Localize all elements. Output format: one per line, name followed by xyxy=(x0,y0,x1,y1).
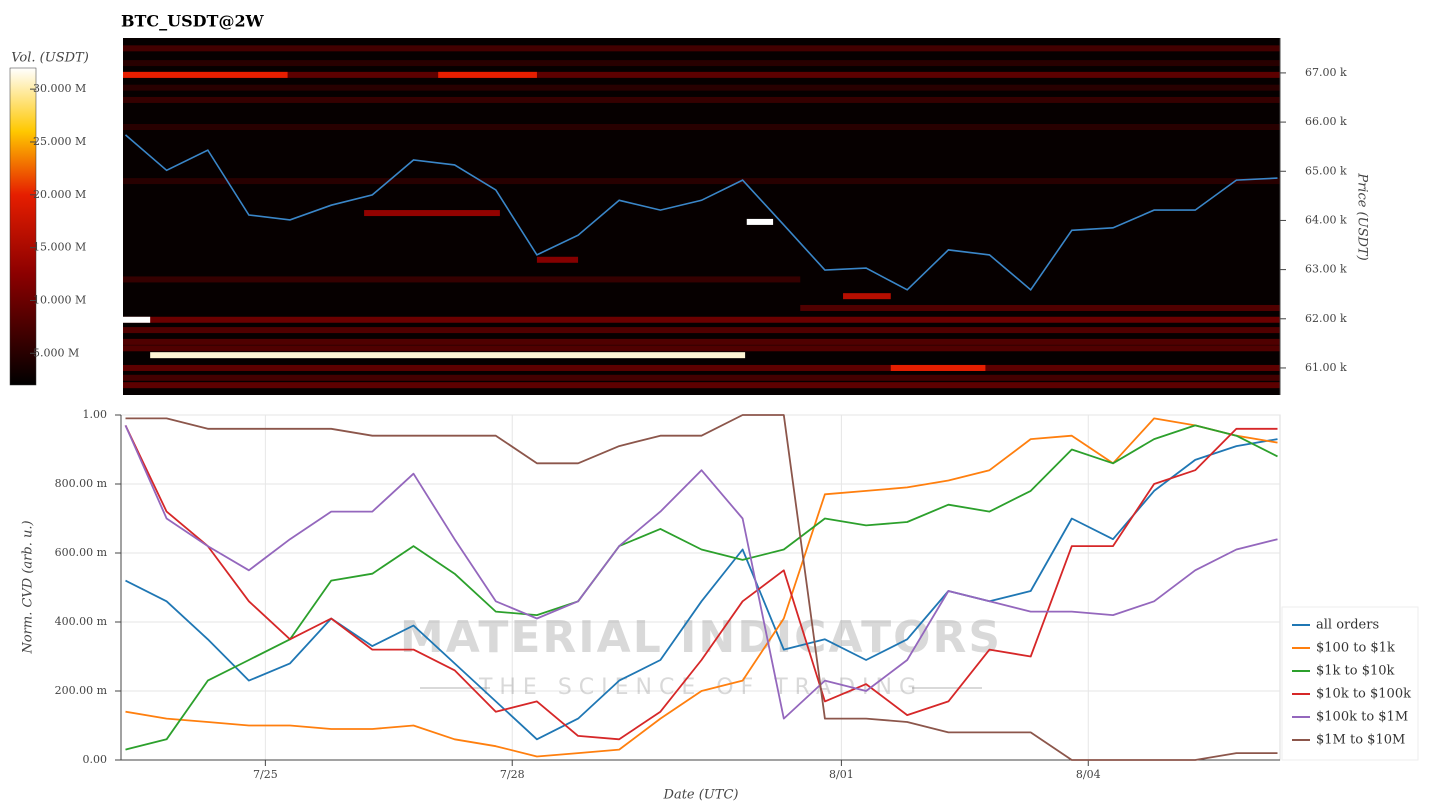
heatmap-band xyxy=(123,84,1280,91)
colorbar xyxy=(9,67,37,386)
series-line xyxy=(125,417,1278,758)
series-line xyxy=(124,425,1278,741)
heatmap-band xyxy=(536,256,579,263)
series-line xyxy=(125,424,1278,751)
y-tick-label: 0.00 xyxy=(83,753,108,766)
series-line xyxy=(124,425,1278,720)
y-axis-label: Price (USDT) xyxy=(1355,172,1370,260)
colorbar-label: Vol. (USDT) xyxy=(11,51,89,66)
y-tick-label: 600.00 m xyxy=(55,546,108,559)
legend-label: $1M to $10M xyxy=(1316,733,1405,748)
legend-label: $100 to $1k xyxy=(1316,641,1395,656)
y-tick-label: 62.00 k xyxy=(1305,312,1347,325)
y-tick-label: 800.00 m xyxy=(55,477,108,490)
colorbar-tick-label: 25.000 M xyxy=(33,135,86,148)
heatmap-band xyxy=(843,293,891,300)
chart-title: BTC_USDT@2W xyxy=(121,12,265,31)
colorbar-tick-label: 5.000 M xyxy=(33,346,79,359)
heatmap-band xyxy=(123,60,1280,67)
y-tick-label: 61.00 k xyxy=(1305,361,1347,374)
y-tick-label: 67.00 k xyxy=(1305,66,1347,79)
colorbar-tick-label: 15.000 M xyxy=(33,241,86,254)
y-axis-label: Norm. CVD (arb. u.) xyxy=(21,520,36,654)
heatmap-band xyxy=(364,210,500,217)
legend-box xyxy=(1281,606,1419,761)
y-tick-label: 64.00 k xyxy=(1305,213,1347,226)
heatmap-band xyxy=(438,71,537,78)
series-line xyxy=(125,414,1278,761)
x-tick-label: 8/04 xyxy=(1076,768,1101,781)
legend-label: all orders xyxy=(1316,618,1379,633)
colorbar-tick-label: 10.000 M xyxy=(33,293,86,306)
plot-area xyxy=(120,414,1281,761)
x-tick-label: 7/28 xyxy=(500,768,525,781)
heatmap-band xyxy=(123,96,1280,103)
heatmap-band xyxy=(123,124,1280,131)
y-tick-label: 66.00 k xyxy=(1305,115,1347,128)
x-tick-label: 8/01 xyxy=(829,768,854,781)
colorbar-tick-label: 30.000 M xyxy=(33,82,86,95)
y-tick-label: 63.00 k xyxy=(1305,263,1347,276)
heatmap-band xyxy=(123,71,288,78)
heatmap-band xyxy=(890,364,986,371)
y-tick-label: 200.00 m xyxy=(55,684,108,697)
series-line xyxy=(125,438,1278,741)
heatmap-band xyxy=(123,276,801,283)
y-tick-label: 65.00 k xyxy=(1305,164,1347,177)
heatmap-band xyxy=(123,382,1280,389)
legend-label: $1k to $10k xyxy=(1316,664,1395,679)
heatmap-band xyxy=(123,345,1280,352)
heatmap-band xyxy=(746,218,774,225)
heatmap-band xyxy=(800,304,1280,311)
heatmap-band xyxy=(150,352,746,359)
colorbar-tick-label: 20.000 M xyxy=(33,188,86,201)
heatmap-band xyxy=(123,45,1280,52)
heatmap-band xyxy=(123,338,1280,345)
y-tick-label: 400.00 m xyxy=(55,615,108,628)
heatmap-band xyxy=(123,178,1280,185)
heatmap-band xyxy=(123,316,151,323)
heatmap-band xyxy=(123,316,1280,323)
x-tick-label: 7/25 xyxy=(253,768,278,781)
heatmap-band xyxy=(123,327,1280,334)
heatmap-band xyxy=(123,374,1280,381)
watermark: THE SCIENCE OF TRADING xyxy=(478,675,923,700)
y-tick-label: 1.00 xyxy=(83,408,108,421)
x-axis-label: Date (UTC) xyxy=(663,788,739,803)
price-line xyxy=(124,134,1278,291)
legend-label: $10k to $100k xyxy=(1316,687,1411,702)
heatmap-band xyxy=(123,71,1280,78)
legend-label: $100k to $1M xyxy=(1316,710,1408,725)
heatmap-band xyxy=(123,364,1280,371)
watermark: MATERIAL INDICATORS xyxy=(400,612,1002,663)
